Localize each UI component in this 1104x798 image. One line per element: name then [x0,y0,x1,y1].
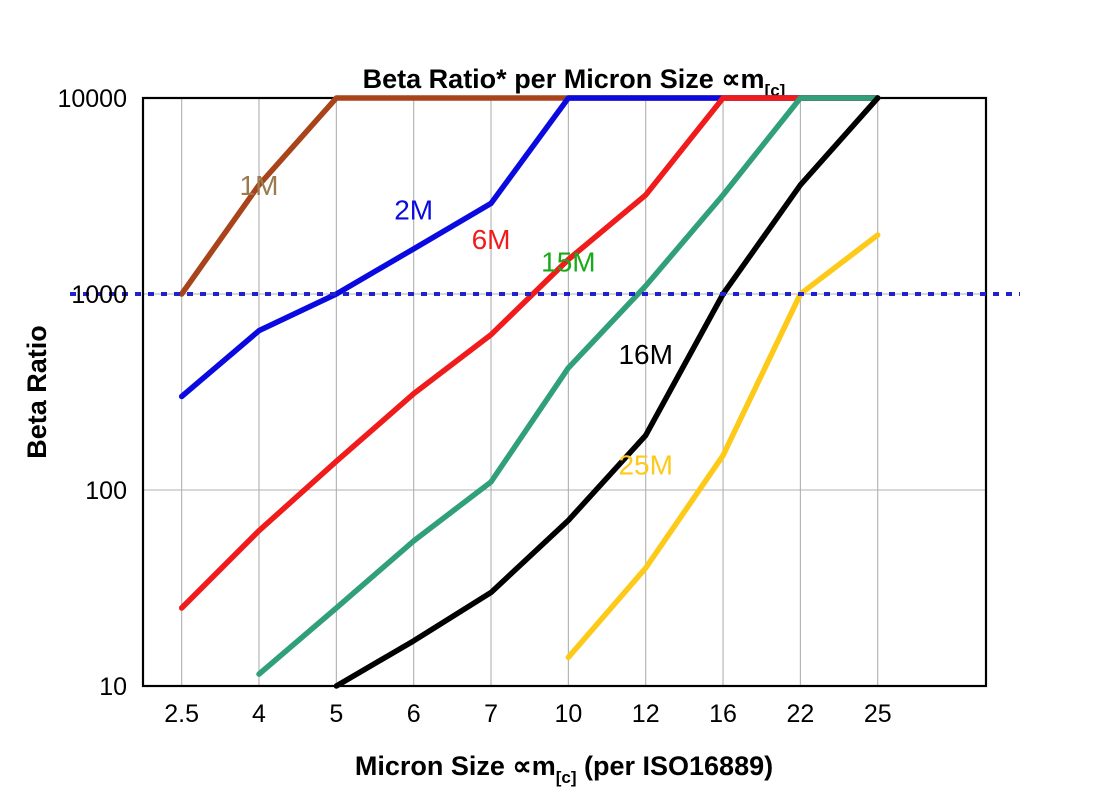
x-tick-label: 25 [864,700,892,728]
x-gridlines [181,98,879,686]
series-line-15m [256,95,881,677]
series-label-6m: 6M [472,224,511,255]
x-tick-label: 5 [329,700,343,728]
y-tick-label: 100 [85,477,127,505]
x-tick-label: 6 [407,700,421,728]
series-lines [178,95,881,689]
x-tick-label: 10 [554,700,582,728]
series-label-15m: 15M [541,247,595,278]
x-tick-label: 7 [484,700,498,728]
y-axis-tick-labels: 10 100 1000 10000 [57,85,127,701]
series-inline-labels: 1M 2M 6M 15M 16M 25M [240,170,673,480]
y-tick-label: 1000 [71,281,127,309]
x-axis-tick-labels: 2.5 4 5 6 7 10 12 16 22 25 [164,700,891,728]
series-label-25m: 25M [618,449,672,480]
series-label-2m: 2M [394,194,433,225]
y-tick-label: 10000 [57,85,127,113]
series-line-6m [178,95,881,611]
y-tick-label: 10 [99,673,127,701]
series-label-16m: 16M [618,339,672,370]
x-tick-label: 2.5 [164,700,199,728]
series-label-1m: 1M [240,170,279,201]
series-line-25m [565,232,881,661]
x-tick-label: 16 [709,700,737,728]
y-axis-title: Beta Ratio [22,325,52,459]
x-axis-title: Micron Size ∝m[c] (per ISO16889) [355,751,773,787]
series-line-16m [333,95,881,689]
x-tick-label: 22 [786,700,814,728]
x-tick-label: 12 [632,700,660,728]
x-tick-label: 4 [252,700,266,728]
